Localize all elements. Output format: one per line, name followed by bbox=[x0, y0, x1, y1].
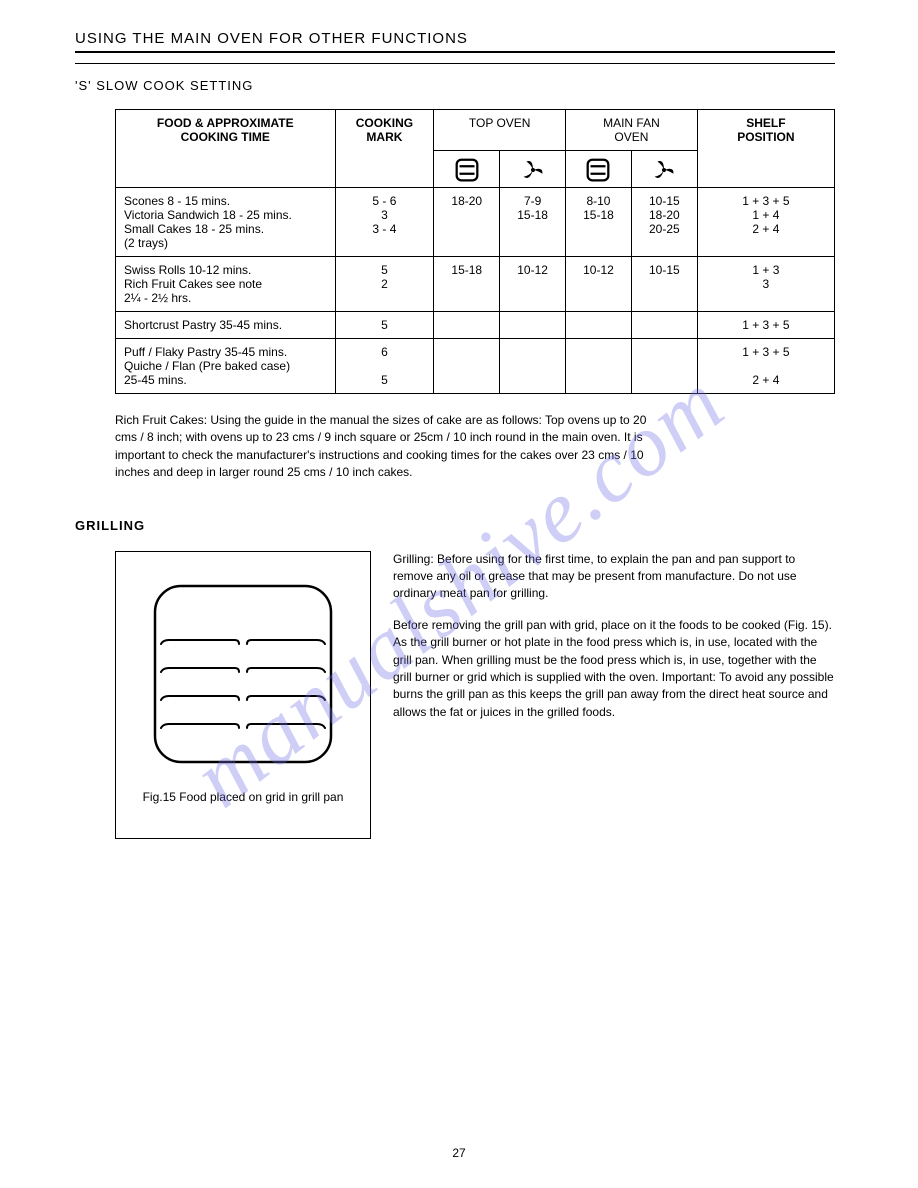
th-main-oven: MAIN FANOVEN bbox=[566, 110, 698, 151]
grilling-para: Grilling: Before using for the first tim… bbox=[393, 551, 835, 603]
cooking-table: FOOD & APPROXIMATECOOKING TIME COOKINGMA… bbox=[115, 109, 835, 394]
cell-food: Swiss Rolls 10-12 mins.Rich Fruit Cakes … bbox=[116, 257, 336, 312]
table-row: Shortcrust Pastry 35-45 mins. 5 1 + 3 + … bbox=[116, 312, 835, 339]
cell-top-conv: 15-18 bbox=[434, 257, 500, 312]
cell-shelf: 1 + 3 + 52 + 4 bbox=[697, 339, 834, 394]
cell-top-fan bbox=[500, 312, 566, 339]
page-number: 27 bbox=[0, 1146, 918, 1160]
table-row: Scones 8 - 15 mins.Victoria Sandwich 18 … bbox=[116, 188, 835, 257]
th-top-conventional-icon bbox=[434, 151, 500, 188]
cell-top-fan: 10-12 bbox=[500, 257, 566, 312]
page-title: USING THE MAIN OVEN FOR OTHER FUNCTIONS bbox=[75, 30, 835, 47]
cell-shelf: 1 + 3 + 51 + 42 + 4 bbox=[697, 188, 834, 257]
cell-top-conv: 18-20 bbox=[434, 188, 500, 257]
cell-main-conv: 8-1015-18 bbox=[566, 188, 632, 257]
fan-icon bbox=[649, 155, 679, 185]
cooking-table-body: Scones 8 - 15 mins.Victoria Sandwich 18 … bbox=[116, 188, 835, 394]
cell-top-fan: 7-915-18 bbox=[500, 188, 566, 257]
hr-thick bbox=[75, 51, 835, 53]
cell-main-conv: 10-12 bbox=[566, 257, 632, 312]
th-food: FOOD & APPROXIMATECOOKING TIME bbox=[116, 110, 336, 188]
oven-icon bbox=[452, 155, 482, 185]
grill-figure: Fig.15 Food placed on grid in grill pan bbox=[115, 551, 371, 839]
oven-icon bbox=[583, 155, 613, 185]
grill-pan-drawing bbox=[143, 574, 343, 774]
cell-food: Shortcrust Pastry 35-45 mins. bbox=[116, 312, 336, 339]
cell-food: Puff / Flaky Pastry 35-45 mins.Quiche / … bbox=[116, 339, 336, 394]
table-row: Swiss Rolls 10-12 mins.Rich Fruit Cakes … bbox=[116, 257, 835, 312]
cell-shelf: 1 + 33 bbox=[697, 257, 834, 312]
grilling-para: Before removing the grill pan with grid,… bbox=[393, 617, 835, 721]
cell-main-fan bbox=[631, 312, 697, 339]
fan-icon bbox=[518, 155, 548, 185]
th-shelf: SHELFPOSITION bbox=[697, 110, 834, 188]
grilling-title: GRILLING bbox=[75, 518, 835, 533]
cell-main-fan bbox=[631, 339, 697, 394]
cell-top-fan bbox=[500, 339, 566, 394]
cell-shelf: 1 + 3 + 5 bbox=[697, 312, 834, 339]
grill-caption: Fig.15 Food placed on grid in grill pan bbox=[134, 790, 352, 804]
table-row: Puff / Flaky Pastry 35-45 mins.Quiche / … bbox=[116, 339, 835, 394]
th-top-fan-icon bbox=[500, 151, 566, 188]
cell-top-conv bbox=[434, 339, 500, 394]
th-main-fan-icon bbox=[631, 151, 697, 188]
cell-mark: 52 bbox=[335, 257, 434, 312]
cell-mark: 5 - 633 - 4 bbox=[335, 188, 434, 257]
cell-main-fan: 10-1518-2020-25 bbox=[631, 188, 697, 257]
th-top-oven: TOP OVEN bbox=[434, 110, 566, 151]
grilling-text: Grilling: Before using for the first tim… bbox=[393, 551, 835, 736]
subtitle: 'S' SLOW COOK SETTING bbox=[75, 78, 835, 93]
th-main-conventional-icon bbox=[566, 151, 632, 188]
cell-mark: 5 bbox=[335, 312, 434, 339]
cell-top-conv bbox=[434, 312, 500, 339]
cell-mark: 65 bbox=[335, 339, 434, 394]
rich-fruit-note: Rich Fruit Cakes: Using the guide in the… bbox=[115, 412, 835, 482]
cell-main-conv bbox=[566, 339, 632, 394]
cell-main-conv bbox=[566, 312, 632, 339]
th-mark: COOKINGMARK bbox=[335, 110, 434, 188]
cell-main-fan: 10-15 bbox=[631, 257, 697, 312]
cell-food: Scones 8 - 15 mins.Victoria Sandwich 18 … bbox=[116, 188, 336, 257]
hr-thin bbox=[75, 63, 835, 64]
